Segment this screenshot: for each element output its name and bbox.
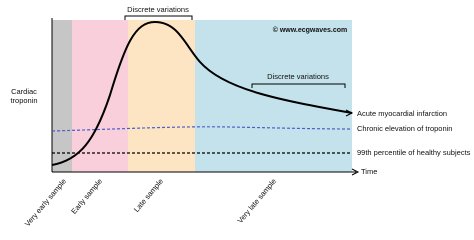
line-label: Acute myocardial infarction [357,109,447,118]
phase-label: Very late sample [236,177,279,225]
annotation: Discrete variations [127,5,189,14]
ami-curve [51,20,353,166]
line-label: Chronic elevation of troponin [357,124,452,133]
curve-arrow [345,109,354,117]
line-label: 99th percentile of healthy subjects [357,148,471,157]
phase-label: Late sample [132,177,165,214]
phase-band [195,20,352,172]
phase-label: Early sample [69,177,104,216]
phase-band [128,20,195,172]
bracket [251,83,346,88]
x-label: Time [361,167,377,176]
chronic-line [51,126,353,132]
phase-band [52,20,72,172]
x-arrow [351,168,360,176]
bracket [124,15,193,20]
annotation: Discrete variations [267,72,329,81]
diagram: Discrete variations Discrete variations … [10,5,471,228]
phase-band [72,20,128,172]
phase-label: Very early sample [23,177,68,228]
y-label: Cardiac [11,87,37,96]
credit: © www.ecgwaves.com [273,26,348,34]
y-label: troponin [10,96,37,105]
